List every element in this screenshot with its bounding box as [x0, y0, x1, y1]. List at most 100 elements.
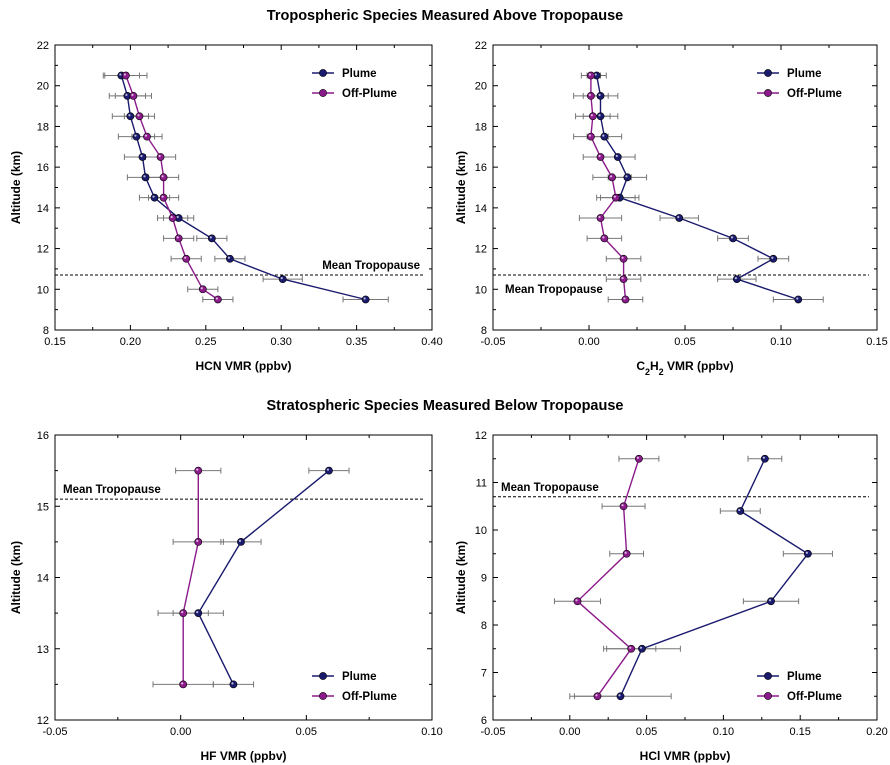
off-plume-point — [174, 234, 183, 243]
y-axis-title: Altitude (km) — [9, 151, 23, 224]
x-tick-label: -0.05 — [480, 336, 505, 348]
legend-plume-label: Plume — [787, 671, 822, 683]
legend-plume-marker — [319, 672, 327, 680]
plume-point — [278, 275, 287, 284]
off-plume-point-highlight — [636, 456, 640, 459]
y-tick-label: 12 — [37, 715, 49, 727]
y-tick-label: 9 — [481, 573, 487, 585]
plume-point — [150, 193, 159, 202]
legend-off-plume-marker — [764, 89, 772, 97]
legend-plume-marker — [319, 69, 327, 77]
hf-chart: -0.05 0.00 0.05 0.10 12 13 14 15 16 HF VMR (ppbv)… — [9, 430, 443, 763]
off-plume-point-highlight — [131, 93, 134, 96]
plume-point-highlight — [152, 195, 155, 198]
y-tick-label: 10 — [475, 284, 487, 296]
plume-point-highlight — [176, 215, 179, 219]
plume-point — [616, 692, 625, 701]
y-tick-label: 8 — [481, 325, 487, 337]
legend-plume-label: Plume — [342, 68, 377, 80]
y-tick-label: 16 — [37, 162, 49, 174]
legend-off-plume-marker — [319, 89, 327, 97]
off-plume-point-highlight — [598, 215, 601, 219]
legend-off-plume-marker — [319, 692, 327, 700]
c2h2-chart: -0.05 0.00 0.05 0.10 0.15 8 10 12 14 16 18 20 22 C2H2… — [454, 40, 888, 377]
plume-point — [361, 295, 370, 304]
plume-point — [226, 254, 234, 263]
plume-point-highlight — [594, 73, 597, 76]
plume-point — [623, 173, 632, 182]
plume-point-highlight — [238, 539, 242, 542]
plume-point-highlight — [618, 694, 621, 697]
off-plume-point-highlight — [158, 154, 161, 158]
off-plume-point-highlight — [161, 175, 164, 178]
y-tick-label: 11 — [476, 478, 487, 490]
plume-point — [207, 234, 216, 243]
legend-plume-marker — [764, 672, 772, 680]
plume-point-highlight — [639, 646, 643, 649]
off-plume-point-highlight — [598, 154, 601, 158]
plume-point — [675, 214, 684, 222]
x-tick-label: 0.10 — [713, 726, 734, 738]
off-plume-point — [121, 71, 130, 80]
off-plume-point — [635, 454, 643, 463]
x-tick-label: 0.10 — [421, 726, 442, 738]
x-tick-label: 0.15 — [44, 336, 65, 348]
legend-off-plume-label: Off-Plume — [342, 691, 397, 703]
off-plume-point — [627, 644, 636, 653]
plume-point-highlight — [128, 114, 131, 117]
plume-point — [803, 549, 812, 558]
plume-point-highlight — [602, 134, 605, 137]
off-plume-point — [159, 173, 168, 182]
y-tick-label: 14 — [37, 573, 49, 585]
off-plume-point-highlight — [621, 256, 624, 259]
x-tick-label: 0.05 — [636, 726, 657, 738]
off-plume-point-highlight — [624, 551, 627, 554]
off-plume-point-highlight — [144, 134, 148, 137]
y-tick-label: 12 — [475, 430, 487, 442]
plume-point-highlight — [134, 134, 137, 137]
x-tick-label: 0.10 — [770, 336, 791, 348]
y-tick-label: 12 — [475, 244, 487, 256]
plume-point-highlight — [227, 256, 231, 259]
y-tick-label: 13 — [37, 644, 49, 656]
plume-point-highlight — [762, 456, 765, 459]
off-plume-point-highlight — [181, 682, 184, 685]
x-tick-label: 0.00 — [578, 336, 599, 348]
off-plume-point-highlight — [613, 195, 616, 198]
plume-point-highlight — [209, 236, 212, 239]
off-plume-point — [596, 214, 605, 222]
off-plume-point — [129, 91, 138, 100]
off-plume-point — [622, 549, 631, 558]
plume-point — [600, 132, 609, 141]
off-plume-point-highlight — [629, 646, 632, 649]
plume-point — [237, 537, 245, 546]
y-tick-label: 22 — [475, 40, 487, 52]
y-axis-title: Altitude (km) — [454, 541, 468, 614]
plume-point-highlight — [231, 682, 234, 685]
plume-point-highlight — [363, 297, 366, 300]
y-tick-label: 14 — [37, 203, 49, 215]
off-plume-point-highlight — [215, 297, 218, 300]
x-axis-title: HCl VMR (ppbv) — [640, 749, 731, 763]
plume-point-highlight — [734, 277, 737, 280]
plume-point — [138, 153, 147, 161]
plume-point-highlight — [143, 175, 146, 178]
plume-point — [760, 454, 769, 463]
plume-point — [596, 91, 605, 100]
plume-point-highlight — [625, 175, 628, 178]
off-plume-point-highlight — [575, 599, 578, 602]
off-plume-point — [194, 537, 203, 546]
plume-point-highlight — [280, 277, 283, 280]
plume-point-highlight — [125, 93, 128, 96]
off-plume-point-highlight — [590, 114, 593, 117]
plume-point — [736, 507, 745, 515]
plume-point-highlight — [768, 599, 772, 602]
off-plume-point — [619, 275, 628, 284]
x-tick-label: 0.05 — [296, 726, 317, 738]
tropopause-label: Mean Tropopause — [501, 482, 599, 494]
plume-point-highlight — [730, 236, 734, 239]
plume-point-highlight — [119, 73, 122, 76]
plume-point — [732, 275, 741, 284]
plume-point — [638, 644, 646, 653]
legend-plume-marker — [764, 69, 772, 77]
